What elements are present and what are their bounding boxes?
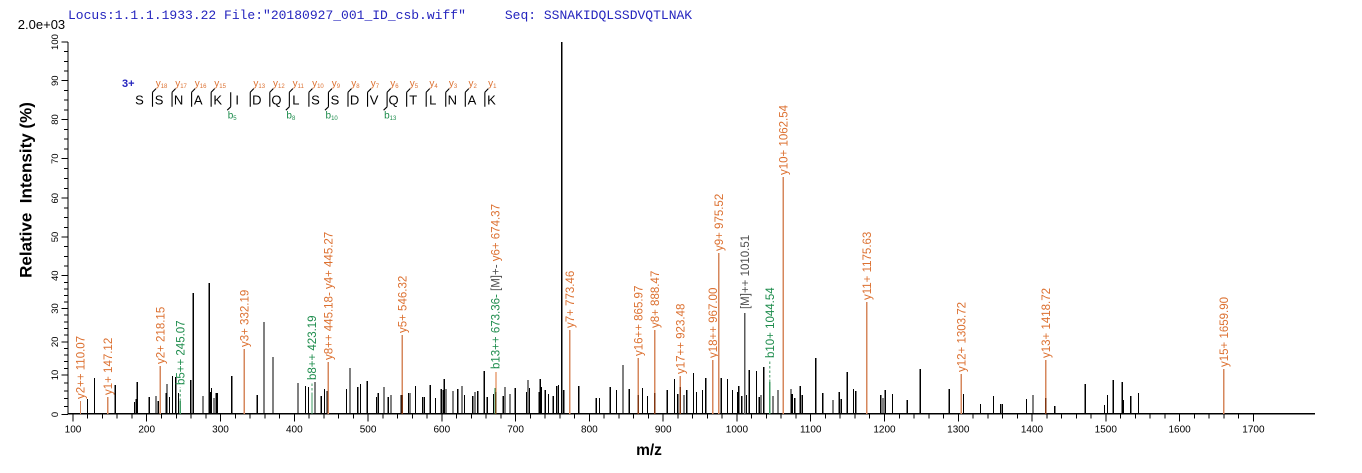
svg-text:1200: 1200 (873, 425, 896, 436)
svg-text:1700: 1700 (1242, 425, 1265, 436)
svg-text:y2+ 218.15: y2+ 218.15 (155, 307, 167, 364)
svg-text:70: 70 (50, 153, 61, 164)
svg-text:V: V (370, 93, 379, 108)
svg-text:y12+ 1303.72: y12+ 1303.72 (956, 302, 968, 372)
svg-text:y11: y11 (293, 79, 305, 91)
svg-text:y10: y10 (312, 79, 324, 91)
svg-text:400: 400 (286, 425, 303, 436)
svg-text:b13: b13 (384, 111, 397, 123)
svg-text:y5: y5 (410, 79, 419, 91)
svg-text:2.0e+03: 2.0e+03 (18, 17, 65, 32)
svg-text:y15+ 1659.90: y15+ 1659.90 (1219, 297, 1231, 367)
svg-text:Q: Q (271, 93, 281, 108)
svg-text:y8+ 888.47: y8+ 888.47 (650, 271, 662, 328)
svg-text:y9+ 975.52: y9+ 975.52 (714, 194, 726, 251)
svg-text:I: I (235, 93, 239, 108)
svg-text:L: L (429, 93, 436, 108)
svg-text:y13: y13 (253, 79, 265, 91)
svg-text:100: 100 (65, 425, 82, 436)
svg-text:b5: b5 (228, 111, 238, 123)
svg-text:300: 300 (212, 425, 229, 436)
svg-text:D: D (350, 93, 359, 108)
svg-text:y16++ 865.97: y16++ 865.97 (633, 286, 645, 356)
svg-text:0: 0 (50, 412, 61, 417)
svg-text:b8++ 423.19: b8++ 423.19 (307, 315, 319, 380)
svg-text:S: S (155, 93, 164, 108)
svg-text:y13+ 1418.72: y13+ 1418.72 (1041, 288, 1053, 358)
svg-text:N: N (174, 93, 183, 108)
svg-text:y17: y17 (175, 79, 187, 91)
svg-text:100: 100 (50, 34, 61, 50)
svg-text:b5++ 245.07: b5++ 245.07 (175, 320, 187, 385)
svg-text:S: S (135, 93, 144, 108)
svg-text:y10+ 1062.54: y10+ 1062.54 (778, 104, 790, 175)
svg-text:700: 700 (507, 425, 524, 436)
svg-text:y18: y18 (156, 79, 168, 91)
svg-text:b8: b8 (286, 111, 296, 123)
svg-text:1000: 1000 (726, 425, 749, 436)
svg-text:y4: y4 (429, 79, 438, 91)
svg-text:y3: y3 (449, 79, 458, 91)
svg-text:b10+ 1044.54: b10+ 1044.54 (765, 287, 777, 358)
svg-text:S: S (331, 93, 340, 108)
svg-text:b13++ 673.36- [M]+- y6+ 674.37: b13++ 673.36- [M]+- y6+ 674.37 (491, 204, 503, 369)
svg-text:y8++ 445.18- y4+ 445.27: y8++ 445.18- y4+ 445.27 (324, 232, 336, 360)
svg-text:Locus:1.1.1.1933.22 File:"2018: Locus:1.1.1.1933.22 File:"20180927_001_I… (68, 8, 692, 23)
svg-text:900: 900 (655, 425, 672, 436)
svg-text:y1+ 147.12: y1+ 147.12 (103, 338, 115, 395)
svg-text:1400: 1400 (1021, 425, 1044, 436)
svg-text:y12: y12 (273, 79, 285, 91)
svg-text:A: A (468, 93, 477, 108)
svg-text:10: 10 (50, 370, 61, 381)
svg-text:3+: 3+ (122, 78, 135, 90)
svg-text:y8: y8 (351, 79, 360, 91)
svg-text:L: L (292, 93, 299, 108)
svg-text:500: 500 (360, 425, 377, 436)
svg-text:200: 200 (138, 425, 155, 436)
svg-text:N: N (448, 93, 457, 108)
svg-text:D: D (252, 93, 261, 108)
svg-text:80: 80 (50, 114, 61, 125)
svg-text:1500: 1500 (1095, 425, 1118, 436)
svg-text:K: K (487, 93, 496, 108)
svg-text:y1: y1 (488, 79, 497, 91)
svg-text:y5+ 546.32: y5+ 546.32 (398, 276, 410, 333)
svg-text:y18++ 967.00: y18++ 967.00 (708, 288, 720, 358)
svg-text:y16: y16 (195, 79, 207, 91)
svg-text:Q: Q (389, 93, 399, 108)
svg-text:90: 90 (50, 75, 61, 86)
svg-text:K: K (213, 93, 222, 108)
svg-text:y3+ 332.19: y3+ 332.19 (240, 290, 252, 347)
svg-text:50: 50 (50, 232, 61, 243)
svg-text:y7: y7 (371, 79, 380, 91)
svg-text:S: S (311, 93, 320, 108)
svg-text:y7+ 773.46: y7+ 773.46 (565, 271, 577, 328)
svg-text:T: T (409, 93, 417, 108)
svg-text:y15: y15 (214, 79, 226, 91)
svg-text:1300: 1300 (947, 425, 970, 436)
svg-text:y11+ 1175.63: y11+ 1175.63 (862, 232, 874, 300)
svg-text:y17++ 923.48: y17++ 923.48 (676, 304, 688, 374)
svg-text:b10: b10 (326, 111, 339, 123)
svg-text:1600: 1600 (1168, 425, 1191, 436)
svg-text:Relative Intensity (%): Relative Intensity (%) (17, 102, 36, 278)
svg-text:y9: y9 (332, 79, 341, 91)
svg-text:40: 40 (50, 270, 61, 281)
svg-text:60: 60 (50, 193, 61, 204)
svg-text:20: 20 (50, 337, 61, 348)
svg-text:y6: y6 (390, 79, 399, 91)
svg-text:A: A (194, 93, 203, 108)
svg-text:y2: y2 (469, 79, 478, 91)
svg-text:600: 600 (433, 425, 450, 436)
svg-text:30: 30 (50, 303, 61, 314)
svg-text:m/z: m/z (636, 442, 662, 459)
svg-text:[M]++ 1010.51: [M]++ 1010.51 (740, 235, 752, 309)
svg-text:1100: 1100 (800, 425, 822, 436)
svg-text:y2++ 110.07: y2++ 110.07 (76, 336, 88, 399)
svg-text:800: 800 (581, 425, 598, 436)
